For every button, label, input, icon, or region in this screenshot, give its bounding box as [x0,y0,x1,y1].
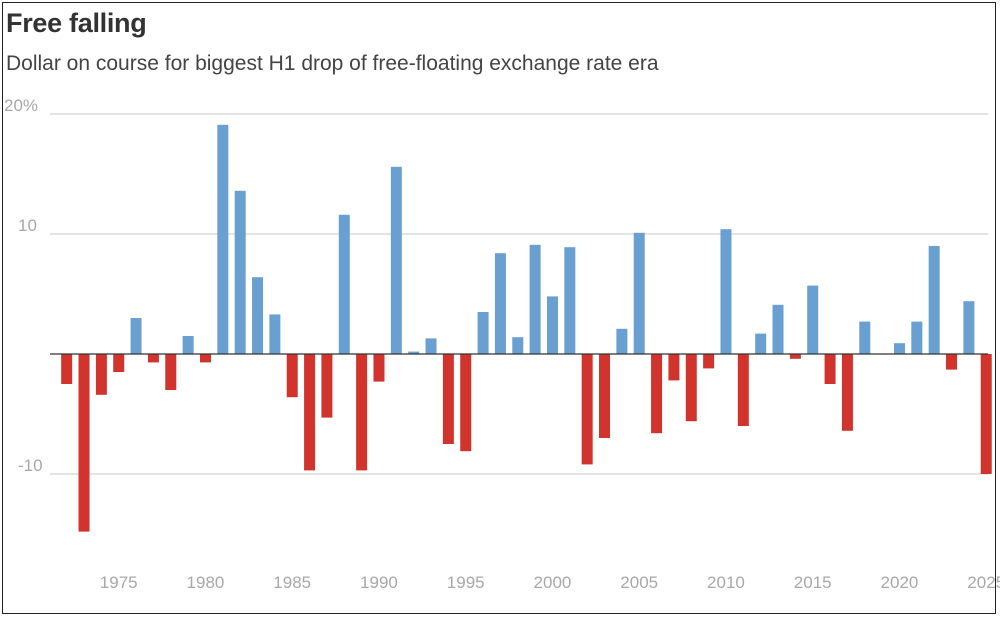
bar-2009 [703,354,715,369]
bar-1991 [390,166,402,354]
x-tick-label: 1980 [187,573,225,592]
bar-2007 [668,354,680,381]
x-tick-label: 2025 [967,573,1000,592]
x-tick-label: 1995 [447,573,485,592]
bar-1987 [321,354,333,418]
bar-2015 [807,285,819,354]
x-tick-label: 2000 [534,573,572,592]
bar-2010 [720,229,732,354]
bar-1985 [286,354,298,398]
bar-1974 [95,354,107,395]
bar-2014 [789,354,801,359]
chart-title: Free falling [6,8,147,38]
bar-2006 [651,354,663,434]
bar-1998 [512,337,524,354]
bar-1994 [442,354,454,444]
bar-2008 [685,354,697,422]
bar-1977 [147,354,159,363]
x-tick-label: 1975 [100,573,138,592]
bar-2011 [737,354,749,426]
bar-2002 [581,354,593,465]
bar-2022 [928,246,940,354]
bar-1988 [338,214,350,354]
bar-1992 [408,351,420,354]
bar-1972 [61,354,73,384]
bar-2012 [755,333,767,354]
bar-1989 [356,354,368,471]
bar-1980 [199,354,211,363]
bar-1983 [252,277,264,354]
y-tick-label: 10 [18,216,37,235]
bar-1999 [529,244,541,354]
bar-2001 [564,247,576,354]
bar-2016 [824,354,836,384]
x-tick-label: 2005 [620,573,658,592]
bar-2005 [633,232,645,354]
y-tick-label: 20% [4,96,38,115]
chart-subtitle: Dollar on course for biggest H1 drop of … [6,52,659,75]
bar-2025 [980,354,992,474]
bar-2023 [946,354,958,370]
x-tick-label: 2015 [794,573,832,592]
bar-1996 [477,312,489,354]
bar-1975 [113,354,125,372]
bar-2000 [546,296,558,354]
bar-1990 [373,354,385,382]
bar-2004 [616,328,628,354]
bar-2020 [893,343,905,354]
bar-1982 [234,190,246,354]
bar-2017 [841,354,853,431]
bar-2003 [599,354,611,438]
bar-2013 [772,304,784,354]
bar-1986 [304,354,316,471]
bar-1993 [425,338,437,354]
bar-1979 [182,336,194,354]
bar-1976 [130,318,142,354]
bar-1978 [165,354,177,390]
x-tick-label: 1985 [273,573,311,592]
x-tick-label: 2010 [707,573,745,592]
bar-2018 [859,321,871,354]
bar-1984 [269,314,281,354]
bar-1973 [78,354,90,532]
bar-1997 [494,253,506,354]
x-tick-label: 1990 [360,573,398,592]
bar-2021 [911,321,923,354]
bar-1995 [460,354,472,452]
bar-2024 [963,301,975,354]
bar-1981 [217,124,229,354]
y-tick-label: -10 [18,456,43,475]
x-tick-label: 2020 [881,573,919,592]
